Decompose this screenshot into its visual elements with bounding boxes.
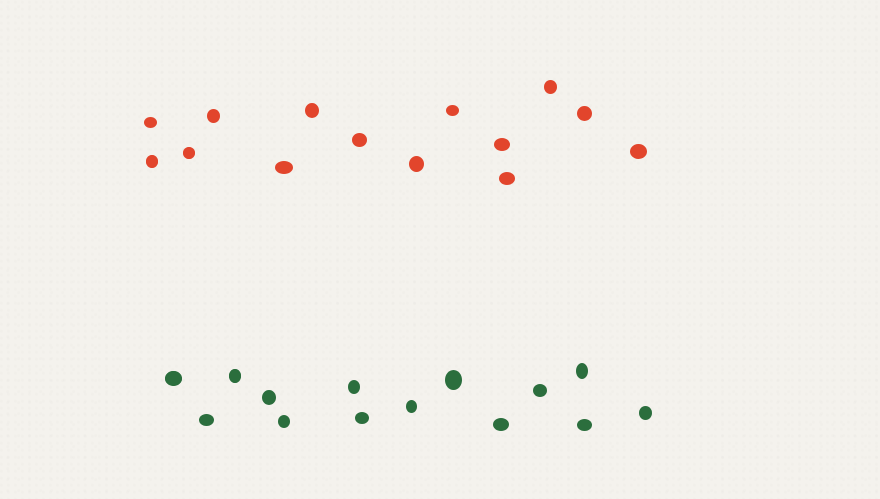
red-dot — [206, 109, 220, 123]
green-dot — [229, 369, 241, 383]
green-dot — [444, 370, 462, 390]
red-dot — [305, 102, 319, 118]
green-dot — [576, 363, 588, 379]
red-dot — [629, 143, 647, 159]
green-dot — [493, 417, 509, 431]
red-dot — [275, 160, 293, 174]
green-dot — [533, 383, 547, 397]
red-dot — [543, 80, 557, 94]
red-dot — [408, 156, 424, 172]
green-dot — [348, 380, 360, 394]
green-dot — [355, 412, 369, 424]
red-dot — [183, 147, 195, 159]
green-dot — [405, 399, 417, 413]
green-dot — [164, 370, 182, 386]
green-dot — [198, 414, 214, 426]
red-dot — [445, 104, 459, 116]
green-dot — [576, 419, 592, 431]
green-dot — [262, 389, 276, 405]
red-dot — [499, 171, 515, 185]
green-dot — [278, 414, 290, 428]
red-dot — [351, 133, 367, 147]
red-dot — [146, 154, 158, 168]
red-dot — [143, 116, 157, 128]
green-dot — [638, 406, 652, 420]
red-dot — [494, 137, 510, 151]
red-dot — [576, 105, 592, 121]
